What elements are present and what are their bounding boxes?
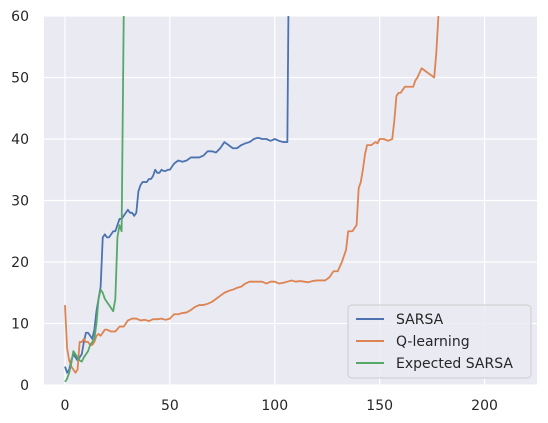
series-line-sarsa [64,15,290,374]
legend-label: Q-learning [396,334,470,350]
y-tick-label: 20 [11,255,29,271]
series-lines [64,15,440,383]
y-axis-tick-labels: 0 10 20 30 40 50 60 [11,9,29,394]
legend: SARSA Q-learning Expected SARSA [347,304,532,379]
legend-label: Expected SARSA [396,356,513,372]
x-tick-label: 50 [161,398,179,414]
legend-label: SARSA [396,312,444,328]
y-tick-label: 60 [11,9,29,25]
series-line-q-learning [64,15,440,374]
x-tick-label: 150 [366,398,393,414]
y-tick-label: 10 [11,317,29,333]
y-tick-label: 0 [20,378,29,394]
grid-lines [44,15,537,386]
y-tick-label: 30 [11,194,29,210]
x-tick-label: 200 [471,398,498,414]
x-tick-label: 100 [261,398,288,414]
series-line-expected-sarsa [64,15,125,383]
x-tick-label: 0 [61,398,70,414]
legend-box [347,304,532,379]
y-tick-label: 40 [11,132,29,148]
y-tick-label: 50 [11,71,29,87]
x-axis-tick-labels: 0 50 100 150 200 [61,398,498,414]
